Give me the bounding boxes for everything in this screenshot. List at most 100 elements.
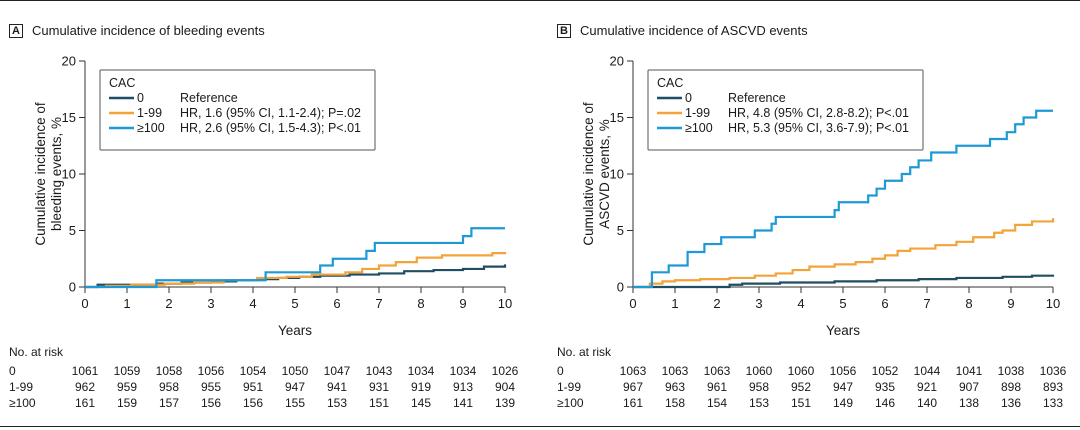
risk-cell: 140 (916, 396, 938, 410)
risk-cell: 156 (242, 396, 264, 410)
risk-cell: 161 (74, 396, 96, 410)
risk-cell: 955 (200, 380, 222, 394)
panel-b: B Cumulative incidence of ASCVD events 0… (548, 0, 1080, 430)
x-tick-label: 9 (1007, 296, 1014, 311)
x-tick-label: 7 (923, 296, 930, 311)
series-line-cac-0 (633, 274, 1055, 289)
risk-cell: 1034 (407, 364, 435, 378)
panel-b-chart: 0 5 10 15 20 0 1 2 3 4 5 6 7 8 9 10 Years Cumulative inci… (581, 54, 1060, 339)
series-line-cac-100-plus (85, 227, 505, 289)
panel-a-header: A Cumulative incidence of bleeding event… (9, 23, 265, 38)
y-tick-label: 20 (610, 54, 624, 69)
risk-cell: 958 (158, 380, 180, 394)
risk-cell: 1054 (239, 364, 267, 378)
risk-table-row: 1-99 967 963 961 958 952 947 935 921 907 898 893 (557, 380, 1077, 396)
risk-cell: 907 (958, 380, 980, 394)
risk-cell: 1056 (197, 364, 225, 378)
risk-cell: 139 (494, 396, 516, 410)
series-line-cac-1-99 (85, 251, 507, 289)
risk-cell: 133 (1042, 396, 1064, 410)
risk-cell: 149 (832, 396, 854, 410)
x-tick-label: 0 (81, 296, 88, 311)
y-tick-label: 10 (62, 167, 76, 182)
risk-row-label: ≥100 (9, 396, 36, 410)
y-axis-title: Cumulative incidence ofbleeding events, … (33, 102, 64, 246)
risk-cell: 898 (1000, 380, 1022, 394)
x-tick-label: 9 (459, 296, 466, 311)
y-axis-title-line: Cumulative incidence of (581, 102, 596, 246)
x-tick-label: 5 (291, 296, 298, 311)
risk-cell: 1058 (155, 364, 183, 378)
risk-cell: 959 (116, 380, 138, 394)
risk-cell: 1063 (661, 364, 689, 378)
risk-row-label: ≥100 (557, 396, 584, 410)
x-tick-label: 10 (1046, 296, 1060, 311)
risk-cell: 1026 (491, 364, 519, 378)
risk-cell: 1038 (997, 364, 1025, 378)
risk-cell: 1060 (787, 364, 815, 378)
risk-cell: 963 (664, 380, 686, 394)
risk-cell: 1063 (703, 364, 731, 378)
x-tick-label: 8 (417, 296, 424, 311)
risk-cell: 159 (116, 396, 138, 410)
x-tick-label: 4 (797, 296, 804, 311)
risk-cell: 151 (790, 396, 812, 410)
panel-a-badge: A (9, 23, 23, 38)
x-tick-label: 6 (333, 296, 340, 311)
risk-cell: 136 (1000, 396, 1022, 410)
risk-cell: 1061 (71, 364, 99, 378)
risk-cell: 155 (284, 396, 306, 410)
panel-b-title: Cumulative incidence of ASCVD events (580, 23, 808, 38)
risk-cell: 947 (832, 380, 854, 394)
risk-cell: 153 (748, 396, 770, 410)
risk-cell: 958 (748, 380, 770, 394)
risk-cell: 1034 (449, 364, 477, 378)
series-line-cac-100-plus (633, 109, 1053, 289)
risk-cell: 153 (326, 396, 348, 410)
risk-cell: 961 (706, 380, 728, 394)
risk-cell: 919 (410, 380, 432, 394)
risk-cell: 1043 (365, 364, 393, 378)
x-tick-label: 10 (498, 296, 512, 311)
x-tick-label: 0 (629, 296, 636, 311)
x-axis-title: Years (278, 323, 312, 338)
y-axis-title: Cumulative incidence ofASCVD events, % (581, 102, 612, 246)
series-line-cac-1-99 (633, 218, 1055, 289)
risk-row-label: 0 (9, 364, 16, 378)
legend-label: 0 (137, 91, 144, 105)
risk-cell: 151 (368, 396, 390, 410)
x-tick-label: 3 (755, 296, 762, 311)
risk-cell: 1050 (281, 364, 309, 378)
risk-cell: 1059 (113, 364, 141, 378)
risk-table-row: 0 1063 1063 1063 1060 1060 1056 1052 1044 1041 103… (557, 364, 1077, 380)
y-axis-title-line: Cumulative incidence of (33, 102, 48, 246)
risk-cell: 921 (916, 380, 938, 394)
legend-desc: HR, 1.6 (95% CI, 1.1-2.4); P=.02 (180, 106, 361, 120)
legend-title: CAC (109, 76, 135, 90)
y-tick-label: 10 (610, 167, 624, 182)
risk-cell: 157 (158, 396, 180, 410)
risk-cell: 158 (664, 396, 686, 410)
risk-cell: 156 (200, 396, 222, 410)
risk-cell: 967 (622, 380, 644, 394)
legend-desc: Reference (728, 91, 786, 105)
legend-box (99, 69, 376, 151)
risk-cell: 935 (874, 380, 896, 394)
risk-row-label: 0 (557, 364, 564, 378)
x-tick-label: 7 (375, 296, 382, 311)
legend-title: CAC (657, 76, 683, 90)
panel-a-chart: 0 5 10 15 20 0 1 2 3 4 5 6 7 8 9 10 Years Cumulative inci… (33, 54, 512, 339)
x-tick-label: 8 (965, 296, 972, 311)
bottom-rule (0, 426, 1080, 427)
risk-cell: 146 (874, 396, 896, 410)
risk-cell: 161 (622, 396, 644, 410)
panel-a: A Cumulative incidence of bleeding event… (9, 23, 519, 410)
series-line-cac-0 (85, 264, 507, 289)
panel-b-header: B Cumulative incidence of ASCVD events (557, 23, 808, 38)
x-axis-title: Years (826, 323, 860, 338)
legend-desc: HR, 4.8 (95% CI, 2.8-8.2); P<.01 (728, 106, 909, 120)
risk-cell: 1052 (871, 364, 899, 378)
legend-box (647, 69, 924, 151)
panel-a-title: Cumulative incidence of bleeding events (32, 23, 265, 38)
risk-table-title: No. at risk (9, 345, 64, 359)
